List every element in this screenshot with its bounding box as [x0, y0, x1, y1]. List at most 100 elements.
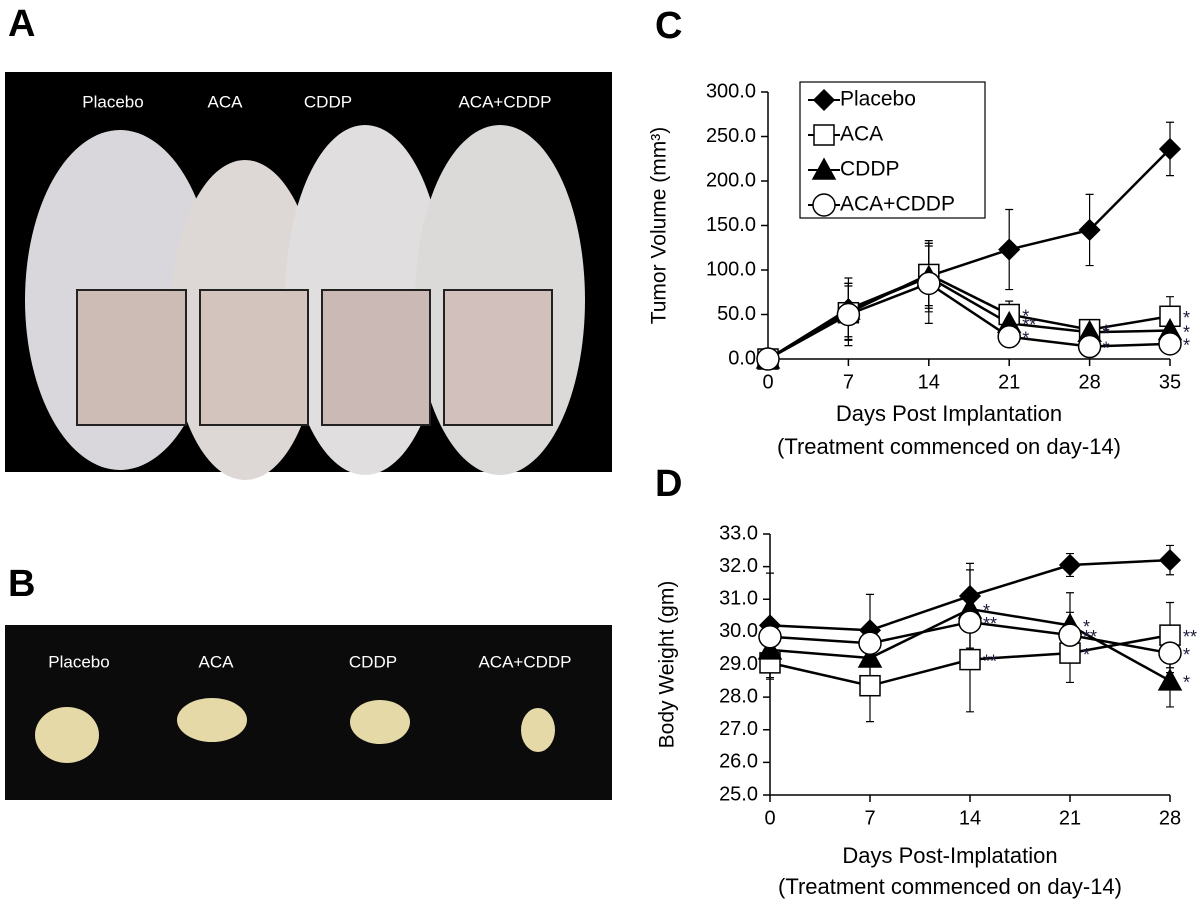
y-axis-label: Body Weight (gm)	[656, 581, 679, 749]
y-tick-label: 28.0	[719, 685, 758, 707]
y-tick-label: 26.0	[719, 751, 758, 773]
y-tick-label: 33.0	[719, 522, 758, 544]
x-tick-label: 35	[1159, 371, 1181, 393]
marker	[757, 637, 783, 660]
y-tick-label: 27.0	[719, 718, 758, 740]
photo-label: Placebo	[48, 652, 109, 671]
panel-letter: C	[655, 5, 682, 47]
significance: *	[1022, 329, 1029, 349]
significance: *	[1103, 324, 1110, 344]
significance: **	[983, 651, 997, 671]
x-tick-label: 0	[762, 371, 773, 393]
significance: *	[1083, 645, 1090, 665]
marker	[756, 347, 780, 371]
x-tick-label: 21	[998, 371, 1020, 393]
y-tick-label: 100.0	[706, 258, 756, 280]
x-tick-label: 14	[959, 807, 981, 829]
marker	[812, 193, 836, 217]
significance: **	[1083, 627, 1097, 647]
photo-label: Placebo	[82, 92, 143, 111]
legend-label: CDDP	[840, 158, 900, 181]
marker	[1157, 668, 1183, 691]
y-tick-label: 0.0	[728, 347, 756, 369]
x-tick-label: 28	[1078, 371, 1100, 393]
significance: *	[1103, 321, 1110, 341]
x-tick-label: 0	[764, 807, 775, 829]
marker	[1158, 641, 1182, 665]
y-axis-label: Tumor Volume (mm³)	[648, 127, 671, 325]
significance: *	[1103, 338, 1110, 358]
marker	[858, 631, 882, 656]
legend-box	[799, 81, 986, 219]
x-axis-label: (Treatment commenced on day-14)	[778, 874, 1122, 899]
photo-label: ACA+CDDP	[478, 652, 571, 671]
marker	[1158, 332, 1182, 356]
y-tick-label: 50.0	[717, 303, 756, 325]
x-tick-label: 21	[1059, 807, 1081, 829]
x-axis-label: Days Post-Implatation	[842, 843, 1057, 868]
y-tick-label: 30.0	[719, 620, 758, 642]
significance: *	[1183, 308, 1190, 328]
y-tick-label: 29.0	[719, 653, 758, 675]
marker	[857, 645, 883, 668]
legend-label: ACA+CDDP	[840, 193, 955, 216]
x-tick-label: 28	[1159, 807, 1181, 829]
panel-letter: D	[655, 463, 682, 505]
mice-illustration	[25, 125, 585, 480]
photo-label: CDDP	[349, 652, 397, 671]
photo-label: ACA	[199, 652, 235, 671]
significance: *	[983, 601, 990, 621]
y-tick-label: 32.0	[719, 555, 758, 577]
significance: *	[1183, 645, 1190, 665]
marker	[998, 238, 1021, 261]
marker	[959, 648, 981, 671]
marker	[1058, 553, 1082, 577]
photo-label: CDDP	[304, 92, 352, 111]
significance: *	[1022, 306, 1029, 326]
legend-label: ACA	[840, 123, 883, 146]
marker	[997, 325, 1021, 349]
marker	[811, 157, 837, 180]
series-line	[767, 273, 1171, 361]
marker	[1078, 218, 1101, 242]
y-tick-label: 200.0	[706, 169, 756, 191]
y-tick-label: 150.0	[706, 214, 756, 236]
marker	[1058, 623, 1082, 647]
significance: **	[983, 614, 997, 634]
photo-label: ACA	[208, 92, 244, 111]
y-tick-label: 300.0	[706, 80, 756, 102]
marker	[958, 610, 982, 634]
legend-label: Placebo	[840, 88, 916, 111]
significance: *	[1183, 322, 1190, 342]
marker	[917, 271, 941, 296]
significance: *	[1083, 617, 1090, 637]
x-axis-label: Days Post Implantation	[836, 401, 1062, 426]
y-tick-label: 25.0	[719, 783, 758, 805]
y-tick-label: 31.0	[719, 588, 758, 610]
marker	[1077, 334, 1102, 359]
photo-tumors	[5, 625, 612, 800]
marker	[859, 674, 881, 697]
significance: **	[1183, 627, 1197, 647]
series-line	[767, 275, 1171, 361]
photo-label: ACA+CDDP	[458, 92, 551, 111]
y-tick-label: 250.0	[706, 125, 756, 147]
significance: **	[1022, 315, 1036, 335]
x-axis-label: (Treatment commenced on day-14)	[777, 434, 1121, 459]
panel-letter: A	[8, 3, 35, 45]
x-tick-label: 7	[864, 807, 875, 829]
marker	[836, 302, 861, 327]
marker	[812, 88, 836, 112]
significance: *	[1183, 336, 1190, 356]
significance: *	[1183, 673, 1190, 693]
x-tick-label: 14	[918, 371, 940, 393]
marker	[813, 124, 835, 146]
marker	[1158, 137, 1182, 161]
marker	[758, 625, 782, 649]
series-line	[767, 281, 1171, 361]
x-tick-label: 7	[843, 371, 854, 393]
tumors-illustration	[35, 698, 555, 763]
marker	[1158, 549, 1182, 572]
